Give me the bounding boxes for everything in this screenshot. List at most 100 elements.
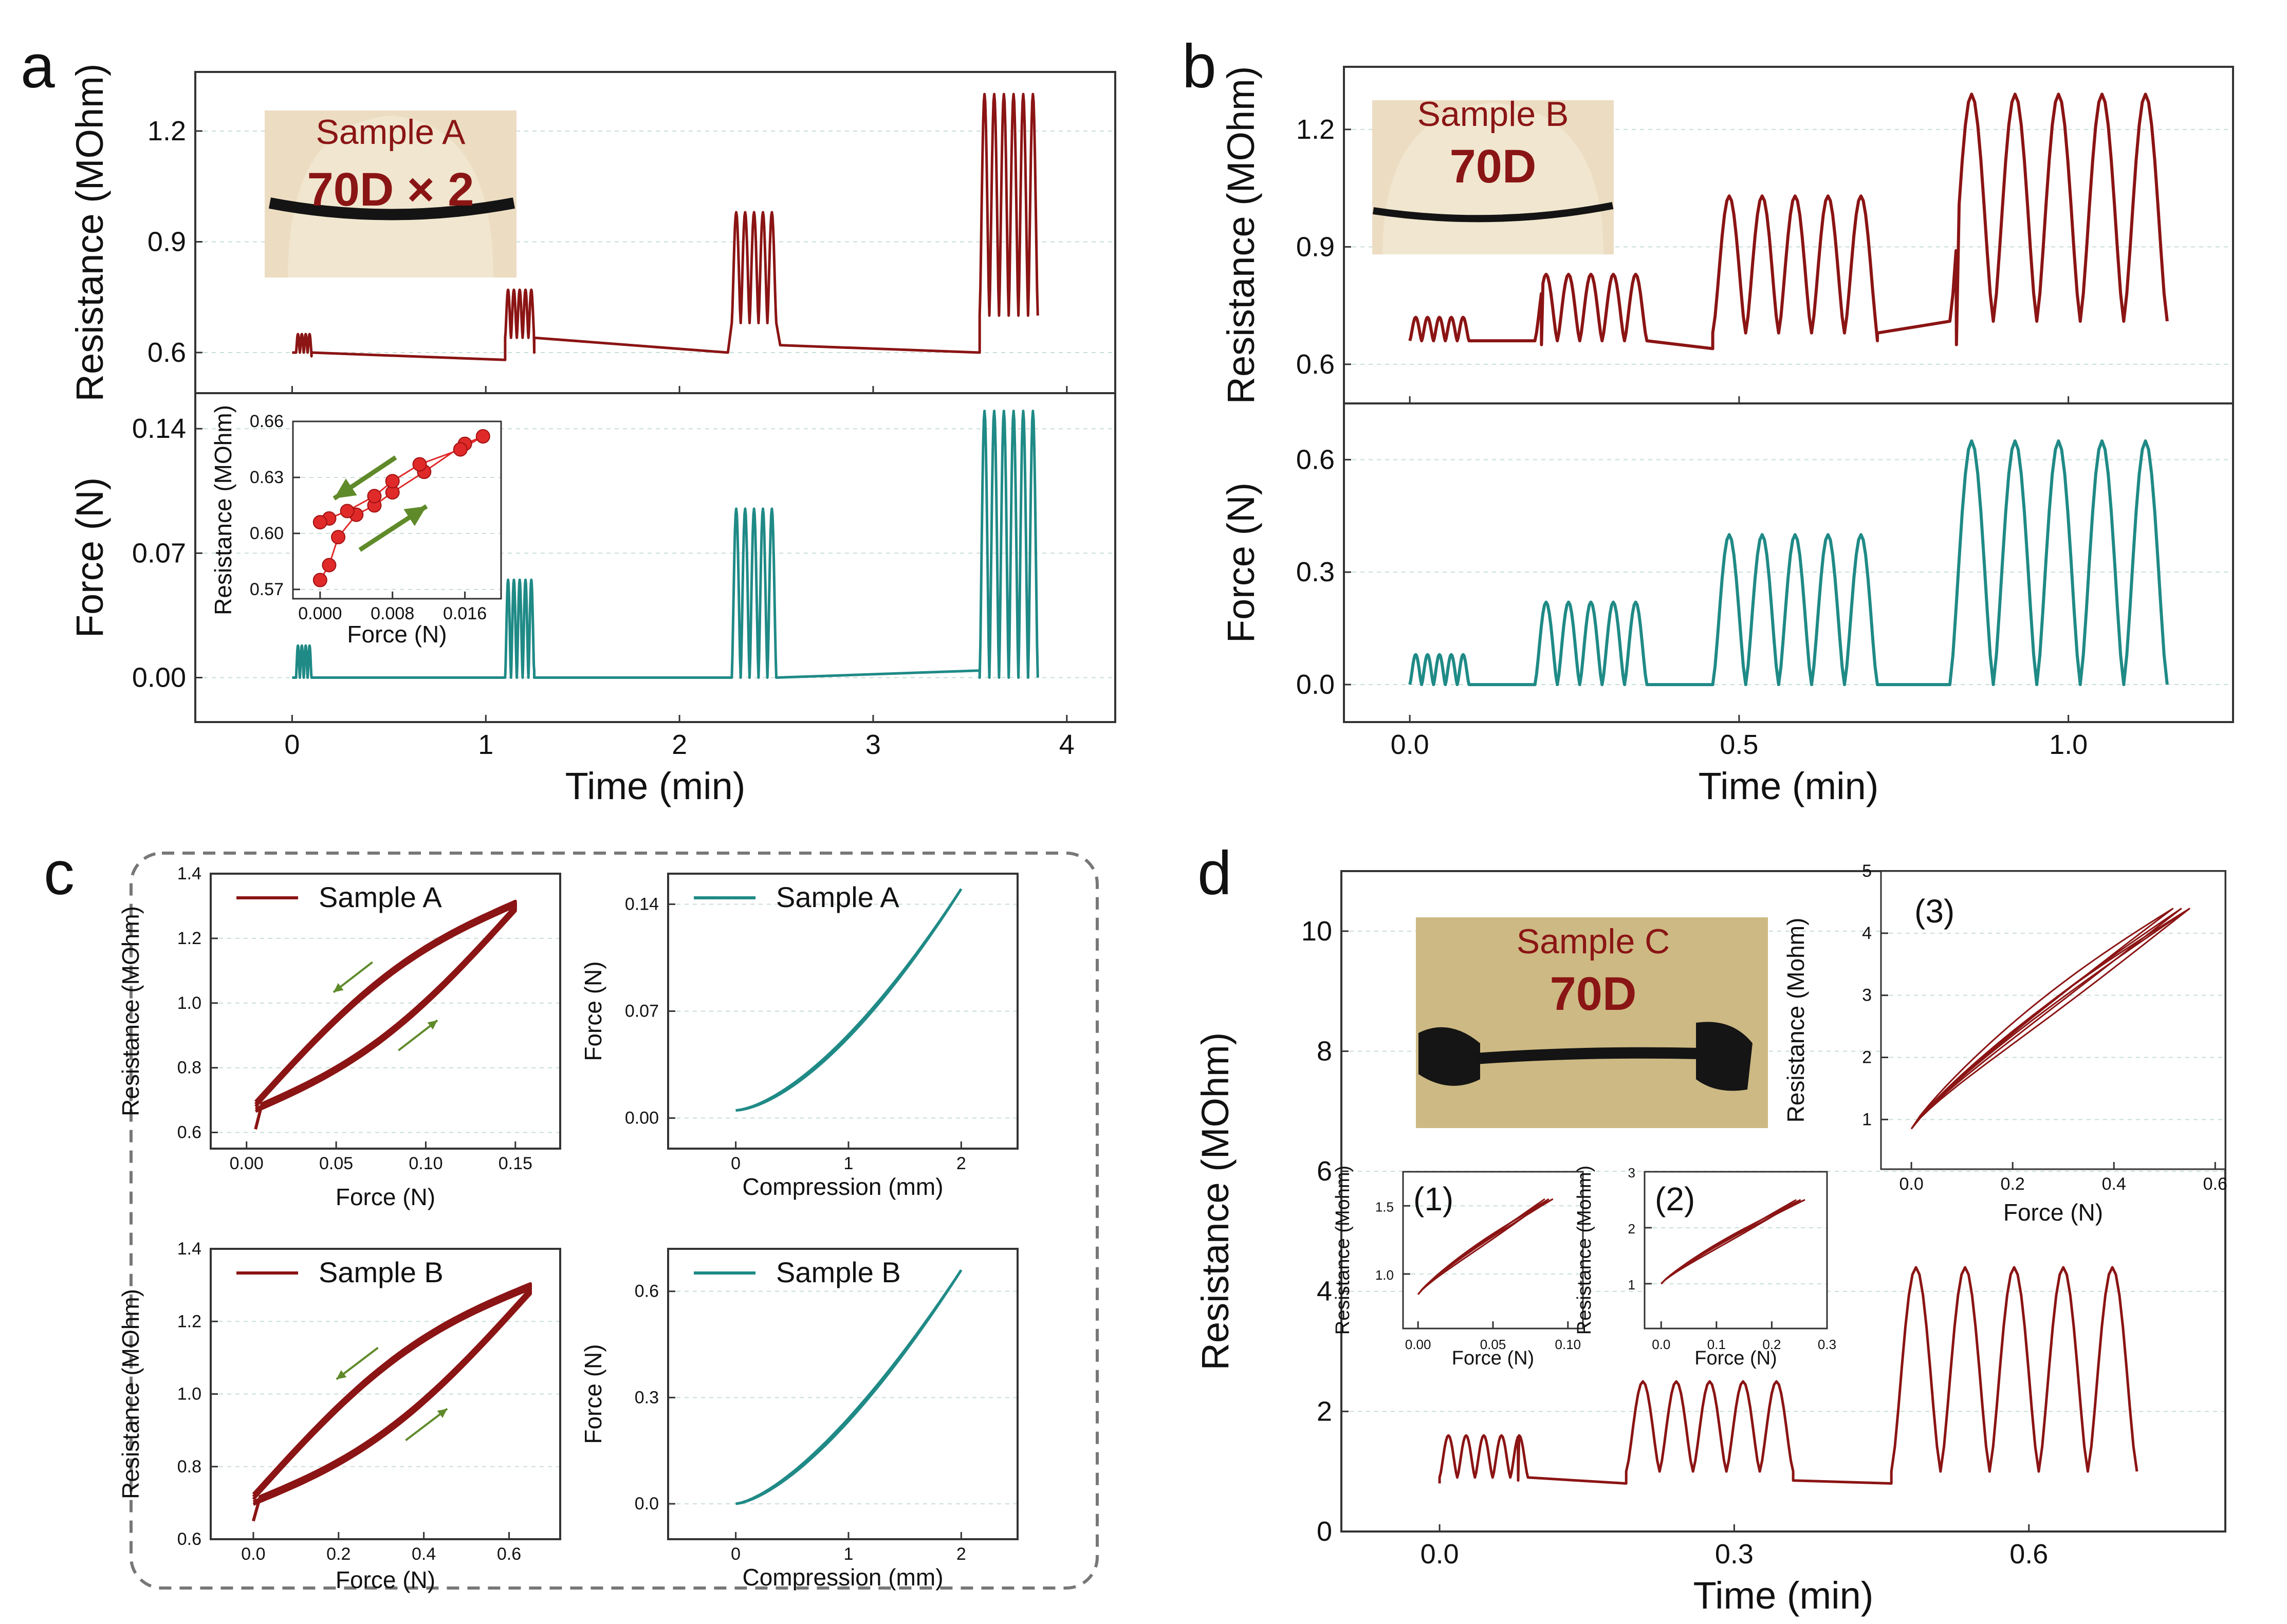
b_force-axes: 0.0 0.3 0.6 0.0 0.5 1.0 Time (min) Force (N) bbox=[1220, 402, 2234, 807]
a_force-ylabel: Force (N) bbox=[68, 477, 111, 638]
d_inset1-xtick-label: 0.05 bbox=[1480, 1337, 1506, 1352]
a_inset-point bbox=[312, 515, 327, 530]
a_inset-point bbox=[475, 429, 490, 444]
b_force-xtick-label: 0.5 bbox=[1720, 729, 1758, 760]
panel-letter-a: a bbox=[21, 32, 55, 101]
a_inset-point bbox=[340, 504, 355, 519]
a_inset-point bbox=[331, 530, 346, 545]
c_b_force-xlabel: Compression (mm) bbox=[742, 1564, 943, 1591]
a_force-xlabel: Time (min) bbox=[565, 765, 746, 807]
d_inset2-xtick-label: 0.3 bbox=[1818, 1337, 1836, 1352]
d_resistance-ytick-label: 8 bbox=[1317, 1036, 1332, 1066]
c_b_force-ylabel: Force (N) bbox=[580, 1344, 606, 1444]
c_b_force-ytick-label: 0.3 bbox=[635, 1388, 659, 1407]
d_resistance-ytick-label: 10 bbox=[1301, 916, 1332, 947]
a_inset-point bbox=[385, 474, 400, 489]
d_inset3-axes: 1 2 3 4 5 0.0 0.2 0.4 0.6 Force (N) Resistance (Mo… bbox=[1782, 861, 2227, 1226]
c_b_res-ylabel: Resistance (MOhm) bbox=[117, 1289, 144, 1499]
panel-c-frame bbox=[130, 852, 1099, 1590]
c_b_res-xtick-label: 0.2 bbox=[326, 1544, 351, 1564]
a_force-frame bbox=[194, 392, 1116, 723]
d_inset3-frame bbox=[1880, 870, 2226, 1170]
d_resistance-series bbox=[1438, 1266, 2138, 1485]
panel-letter-d: d bbox=[1197, 839, 1232, 908]
sample-b-photo: Sample B 70D bbox=[1372, 95, 1614, 254]
d_inset1-strand bbox=[1417, 1198, 1550, 1295]
b_force-ytick-label: 0.0 bbox=[1296, 669, 1335, 700]
d_inset2-ytick-label: 2 bbox=[1628, 1221, 1635, 1237]
d_inset1-ytick-label: 1.5 bbox=[1375, 1199, 1394, 1214]
d_inset3-ytick-label: 2 bbox=[1862, 1048, 1872, 1067]
c-b-res-legend: Sample B bbox=[236, 1256, 444, 1288]
c-b-force-legend-label: Sample B bbox=[776, 1256, 901, 1288]
c-a-force-legend: Sample A bbox=[694, 881, 899, 913]
a_inset-point bbox=[453, 442, 468, 457]
b_force-xlabel: Time (min) bbox=[1699, 765, 1879, 807]
c_a_res-ytick-label: 0.8 bbox=[177, 1058, 201, 1078]
c_b_force-frame bbox=[667, 1248, 1019, 1540]
a_resistance-series bbox=[292, 93, 1039, 361]
a_inset-xtick-label: 0.016 bbox=[443, 604, 487, 623]
d_inset3-ylabel: Resistance (Mohm) bbox=[1782, 918, 1809, 1123]
b_force-ytick-label: 0.6 bbox=[1296, 444, 1335, 475]
a_inset-load-arrow bbox=[358, 504, 428, 552]
d_inset2-background bbox=[1645, 1172, 1827, 1328]
c_a_force-xtick-label: 0 bbox=[731, 1154, 741, 1173]
c_a_res-load-arrow-head bbox=[427, 1020, 438, 1030]
a_inset-ytick-label: 0.66 bbox=[250, 412, 284, 431]
c_a_res-ytick-label: 0.6 bbox=[177, 1123, 201, 1142]
a_inset-unload-arrow bbox=[333, 455, 397, 501]
c-b-force-legend: Sample B bbox=[694, 1256, 901, 1288]
d_resistance-ytick-label: 0 bbox=[1317, 1516, 1332, 1547]
c_b_res-ytick-label: 0.8 bbox=[177, 1457, 201, 1477]
d_inset2-ytick-label: 3 bbox=[1628, 1165, 1635, 1180]
b_force-xtick-label: 1.0 bbox=[2049, 729, 2088, 760]
b_force-ytick-label: 0.3 bbox=[1296, 557, 1335, 587]
d_resistance-xtick-label: 0.3 bbox=[1715, 1539, 1754, 1570]
c_a_res-axes: 0.6 0.8 1.0 1.2 1.4 0.00 0.05 0.10 0.15 Force (N)… bbox=[117, 864, 561, 1210]
d_inset2-xtick-label: 0.2 bbox=[1762, 1337, 1781, 1352]
a_inset-ylabel: Resistance (MOhm) bbox=[210, 405, 236, 615]
sample-a-photo-label: Sample A bbox=[316, 113, 466, 152]
sample-c-left-electrode bbox=[1418, 1027, 1480, 1086]
c_b_res-axes: 0.6 0.8 1.0 1.2 1.4 0.0 0.2 0.4 0.6 Force (N) Resi… bbox=[117, 1239, 561, 1593]
c_a_force-xtick-label: 2 bbox=[956, 1154, 966, 1173]
b_resistance-axes: 0.6 0.9 1.2 Resistance (MOhm) bbox=[1220, 66, 2234, 404]
d_inset3-ytick-label: 5 bbox=[1862, 861, 1872, 881]
d_inset1-xtick-label: 0.10 bbox=[1555, 1337, 1581, 1352]
c_b_force-curve bbox=[735, 1269, 963, 1505]
a_inset-ytick-label: 0.57 bbox=[250, 580, 284, 599]
d_inset3-xtick-label: 0.6 bbox=[2203, 1174, 2227, 1194]
c-a-res-legend: Sample A bbox=[236, 881, 442, 913]
d_inset3-strand bbox=[1910, 908, 2182, 1130]
d_resistance-xtick-label: 0.6 bbox=[2009, 1539, 2048, 1570]
a_inset-line bbox=[319, 435, 484, 581]
c_b_force-curve bbox=[735, 1269, 963, 1505]
d_resistance-xlabel: Time (min) bbox=[1693, 1574, 1874, 1617]
c_a_force-ytick-label: 0.00 bbox=[625, 1109, 659, 1128]
b_force-xtick-label: 0.0 bbox=[1391, 729, 1429, 760]
d_inset2-ytick-label: 1 bbox=[1628, 1277, 1635, 1293]
c_b_res-unload-arrow bbox=[336, 1346, 379, 1380]
d_inset1-axes: 1.0 1.5 0.00 0.05 0.10 Force (N) Resistance (M… bbox=[1332, 1166, 1584, 1369]
sample-a-photo-spec: 70D × 2 bbox=[307, 163, 474, 216]
d_inset3-strand bbox=[1910, 908, 2174, 1130]
sample-a-photo: Sample A 70D × 2 bbox=[265, 110, 517, 278]
c_a_res-unload-arrow-head bbox=[333, 983, 344, 992]
d_inset3-ytick-label: 1 bbox=[1862, 1110, 1872, 1129]
a_resistance-ytick-label: 1.2 bbox=[147, 116, 186, 146]
a_resistance-ylabel: Resistance (MOhm) bbox=[68, 64, 111, 402]
a_inset-frame bbox=[292, 420, 502, 600]
sample-b-wire bbox=[1372, 202, 1614, 223]
c_b_force-ytick-label: 0.6 bbox=[635, 1282, 659, 1301]
d_resistance-ytick-label: 6 bbox=[1317, 1156, 1332, 1187]
d_inset2-frame bbox=[1644, 1171, 1828, 1330]
a_inset-point bbox=[322, 558, 337, 573]
a_force-ytick-label: 0.07 bbox=[132, 538, 186, 568]
c_b_res-load-arrow bbox=[405, 1408, 448, 1442]
a_resistance-ytick-label: 0.9 bbox=[147, 226, 186, 257]
c_b_force-xtick-label: 0 bbox=[731, 1544, 741, 1564]
c_a_force-xlabel: Compression (mm) bbox=[742, 1173, 943, 1200]
d_inset1-xlabel: Force (N) bbox=[1452, 1348, 1534, 1369]
